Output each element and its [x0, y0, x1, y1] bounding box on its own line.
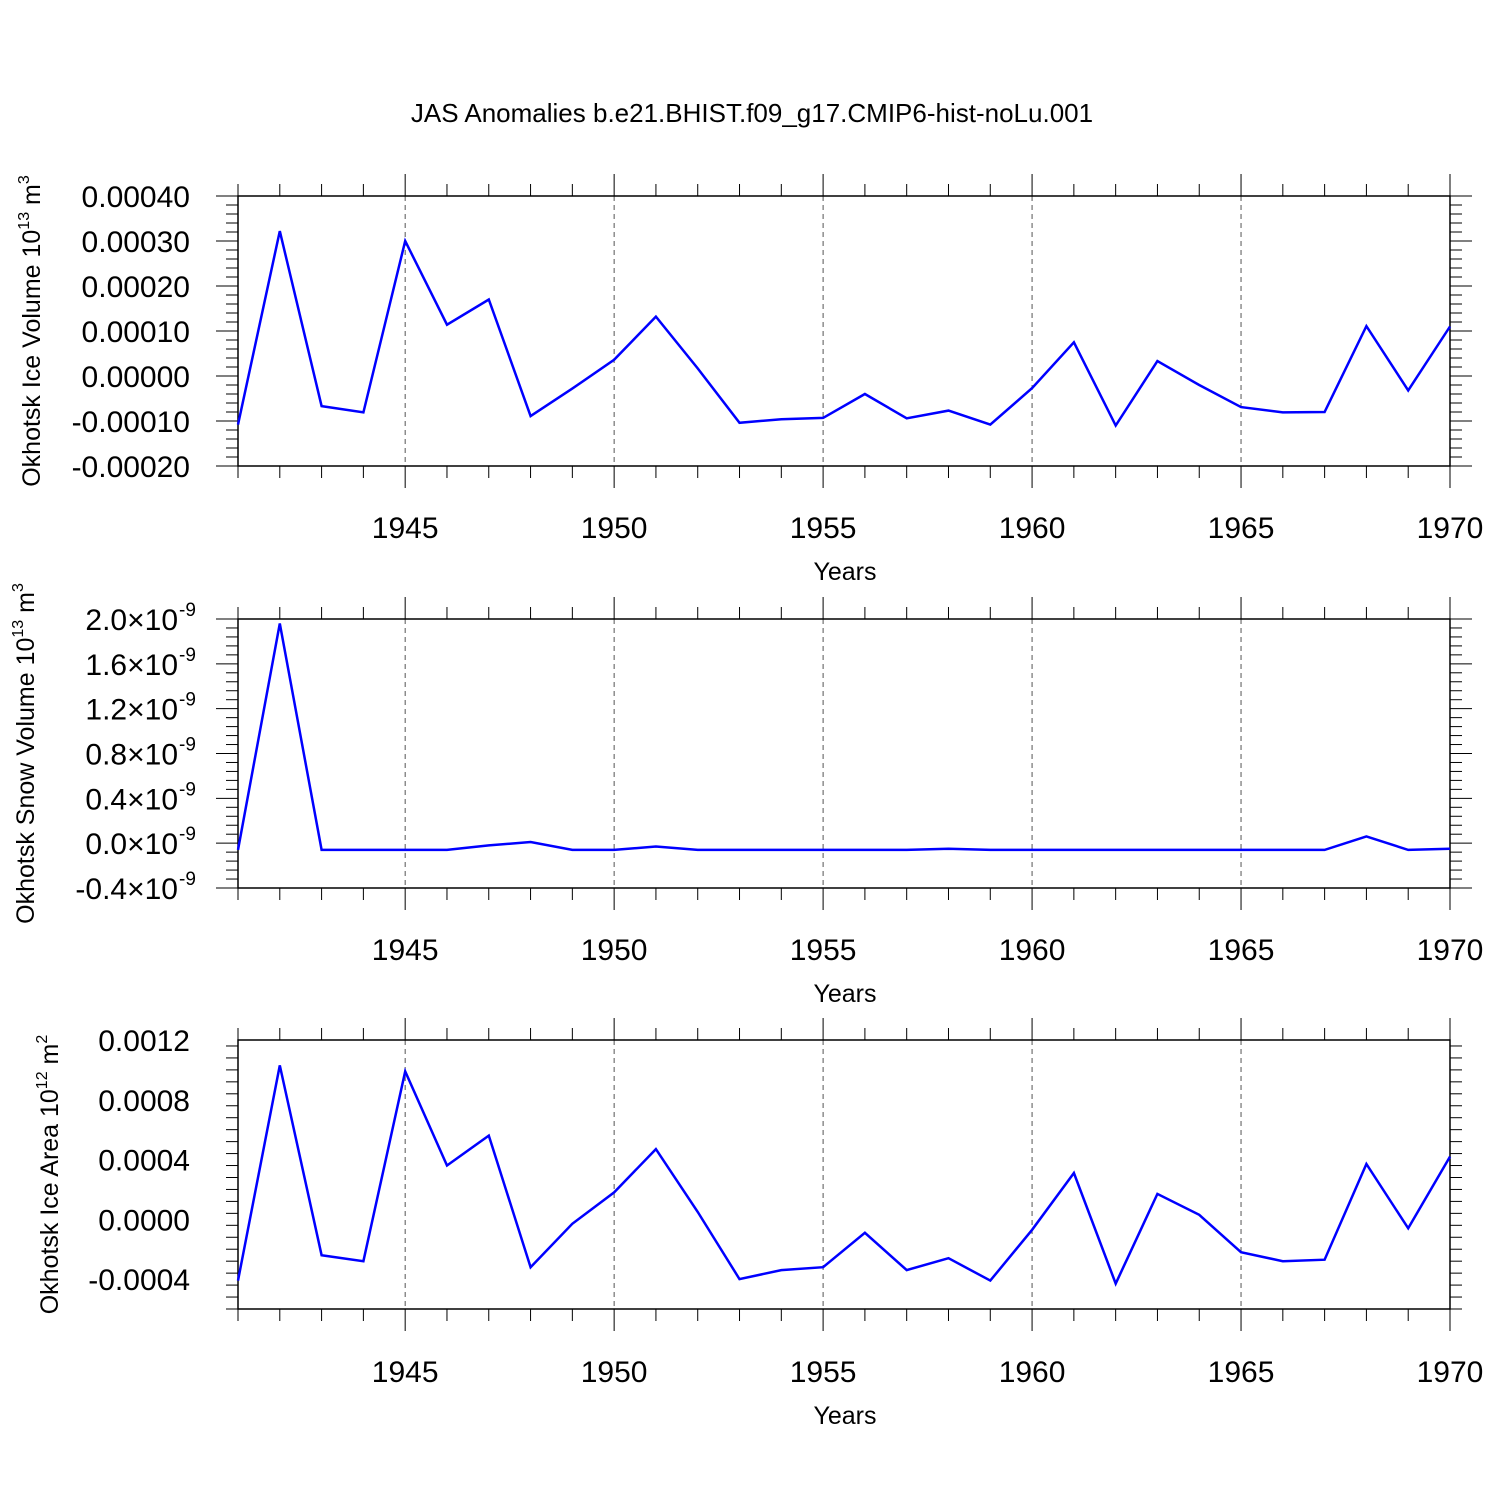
x-tick-label: 1965	[1208, 512, 1275, 545]
x-tick-label: 1965	[1208, 1356, 1275, 1389]
y-axis-title-text: Okhotsk Snow Volume 1013 m3	[10, 583, 40, 924]
y-tick-label: 2.0×10	[85, 604, 178, 637]
y-tick-label: -0.00010	[72, 406, 190, 439]
y-tick-exponent: -9	[179, 824, 196, 845]
x-tick-label: 1955	[790, 1356, 857, 1389]
x-tick-label: 1945	[372, 1356, 439, 1389]
x-axis-title: Years	[813, 1402, 876, 1430]
panel-1: 1945 1950 1955 1960 1965 1970 Years -0.00020 -0.…	[16, 174, 1483, 586]
series-line	[236, 1065, 1452, 1287]
y-tick-label: 0.00000	[82, 361, 190, 394]
plot-frame	[237, 1039, 1451, 1310]
y-tick-exponent: -9	[179, 600, 196, 621]
x-tick-label: 1960	[999, 512, 1066, 545]
y-tick-label: 0.00010	[82, 316, 190, 349]
x-tick-label: 1950	[581, 934, 648, 967]
y-tick-label: 0.0×10	[85, 828, 178, 861]
x-tick-label: 1965	[1208, 934, 1275, 967]
x-tick-label: 1970	[1417, 1356, 1484, 1389]
y-tick-label: 0.0000	[98, 1204, 190, 1237]
y-tick-label: -0.4×10	[75, 873, 178, 906]
x-tick-label: 1955	[790, 512, 857, 545]
y-tick-label: 0.00030	[82, 226, 190, 259]
y-tick-exponent: -9	[179, 645, 196, 666]
x-tick-label: 1960	[999, 934, 1066, 967]
y-tick-exponent: -9	[179, 690, 196, 711]
panel-3: 1945 1950 1955 1960 1965 1970 Years -0.0004 0.00…	[34, 1018, 1483, 1430]
y-tick-exponent: -9	[179, 735, 196, 756]
x-tick-label: 1945	[372, 512, 439, 545]
y-tick-label: 1.2×10	[85, 694, 178, 727]
y-tick-exponent: -9	[179, 869, 196, 890]
y-tick-label: -0.0004	[88, 1264, 190, 1297]
y-tick-label: 0.4×10	[85, 783, 178, 816]
y-axis-title: Okhotsk Ice Area 1012 m2	[34, 1035, 64, 1315]
y-axis-title-text: Okhotsk Ice Volume 1013 m3	[16, 175, 46, 487]
y-tick-label: 1.6×10	[85, 649, 178, 682]
x-tick-label: 1950	[581, 512, 648, 545]
x-tick-label: 1950	[581, 1356, 648, 1389]
panels: 1945 1950 1955 1960 1965 1970 Years -0.00020 -0.…	[10, 174, 1483, 1430]
y-tick-exponent: -9	[179, 779, 196, 800]
x-tick-label: 1955	[790, 934, 857, 967]
y-tick-label: 0.00040	[82, 181, 190, 214]
y-tick-label: 0.8×10	[85, 739, 178, 772]
x-tick-label: 1945	[372, 934, 439, 967]
y-tick-label: -0.00020	[72, 451, 190, 484]
x-tick-label: 1970	[1417, 512, 1484, 545]
x-axis-title: Years	[813, 558, 876, 586]
y-axis-title-text: Okhotsk Ice Area 1012 m2	[34, 1035, 64, 1315]
y-axis-title: Okhotsk Ice Volume 1013 m3	[16, 175, 46, 487]
x-axis-title: Years	[813, 980, 876, 1008]
y-tick-label: 0.0004	[98, 1145, 190, 1178]
y-tick-label: 0.0012	[98, 1025, 190, 1058]
y-tick-label: 0.00020	[82, 271, 190, 304]
x-tick-label: 1970	[1417, 934, 1484, 967]
y-tick-label: 0.0008	[98, 1085, 190, 1118]
series-line	[236, 230, 1452, 429]
y-axis-title: Okhotsk Snow Volume 1013 m3	[10, 583, 40, 924]
series-line	[236, 623, 1451, 852]
x-tick-label: 1960	[999, 1356, 1066, 1389]
chart-title: JAS Anomalies b.e21.BHIST.f09_g17.CMIP6-…	[411, 98, 1093, 128]
